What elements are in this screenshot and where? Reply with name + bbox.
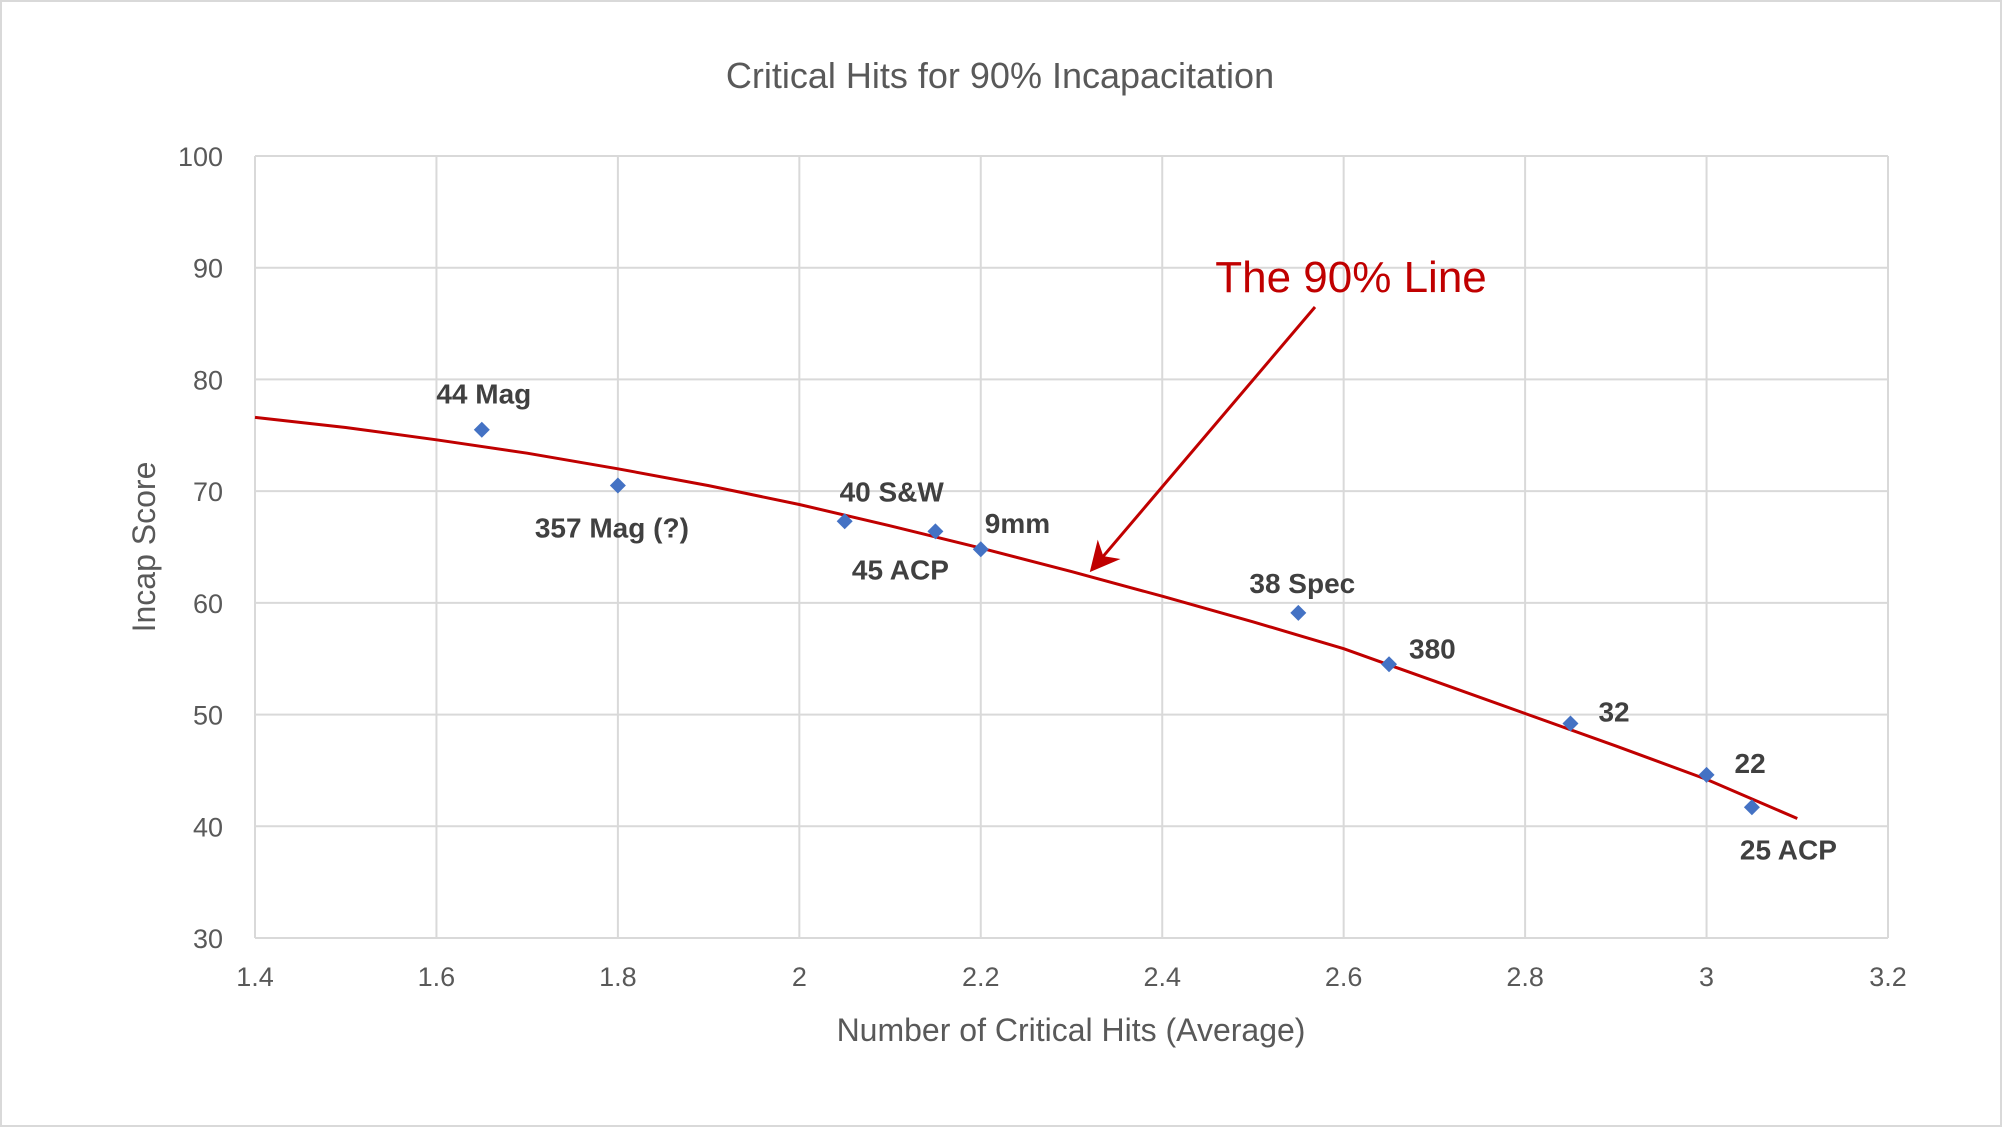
x-tick-labels: 1.4 1.6 1.8 2 2.2 2.4 2.6 2.8 3 3.2 [236, 962, 1907, 992]
data-point-marker [1743, 799, 1760, 816]
y-tick-label: 50 [193, 701, 223, 731]
x-tick-label: 2.2 [962, 962, 1000, 992]
data-point-marker [836, 513, 853, 530]
y-tick-label: 80 [193, 365, 223, 395]
x-tick-label: 1.8 [599, 962, 637, 992]
data-point-marker [473, 421, 490, 438]
y-tick-label: 100 [178, 142, 223, 172]
data-point-label: 45 ACP [852, 554, 949, 585]
data-point-marker [1698, 766, 1715, 783]
data-point-label: 9mm [985, 508, 1050, 539]
data-point-marker [972, 541, 989, 558]
annotation-arrow [1089, 306, 1317, 573]
data-point-label: 22 [1735, 748, 1766, 779]
x-tick-label: 2 [792, 962, 807, 992]
data-point-marker [927, 523, 944, 540]
y-tick-label: 40 [193, 812, 223, 842]
x-axis-title: Number of Critical Hits (Average) [837, 1012, 1306, 1048]
x-tick-label: 3 [1699, 962, 1714, 992]
chart-title: Critical Hits for 90% Incapacitation [726, 55, 1274, 96]
data-point-labels: 44 Mag 357 Mag (?) 40 S&W 45 ACP 9mm 38 Spec 3… [436, 379, 1837, 866]
y-tick-label: 60 [193, 589, 223, 619]
data-point-label: 380 [1409, 633, 1456, 664]
gridlines [254, 155, 1889, 939]
data-point-marker [1562, 715, 1579, 732]
x-tick-label: 3.2 [1869, 962, 1907, 992]
x-tick-label: 2.4 [1143, 962, 1181, 992]
x-tick-label: 1.4 [236, 962, 274, 992]
y-tick-labels: 30 40 50 60 70 80 90 100 [178, 142, 223, 954]
data-point-label: 357 Mag (?) [535, 513, 689, 544]
trend-line-90-percent [254, 415, 1798, 820]
x-tick-label: 1.6 [418, 962, 456, 992]
data-points [473, 421, 1760, 816]
y-tick-label: 30 [193, 924, 223, 954]
x-tick-label: 2.8 [1506, 962, 1544, 992]
data-point-label: 25 ACP [1740, 834, 1837, 865]
data-point-marker [1381, 656, 1398, 673]
data-point-label: 38 Spec [1249, 568, 1355, 599]
y-tick-label: 70 [193, 477, 223, 507]
annotation-the-90-line: The 90% Line [1215, 253, 1487, 302]
y-axis-title: Incap Score [126, 462, 162, 633]
data-point-marker [1290, 604, 1307, 621]
x-tick-label: 2.6 [1325, 962, 1363, 992]
data-point-label: 44 Mag [436, 379, 531, 410]
data-point-label: 32 [1598, 697, 1629, 728]
data-point-label: 40 S&W [840, 476, 945, 507]
data-point-marker [609, 477, 626, 494]
y-tick-label: 90 [193, 254, 223, 284]
